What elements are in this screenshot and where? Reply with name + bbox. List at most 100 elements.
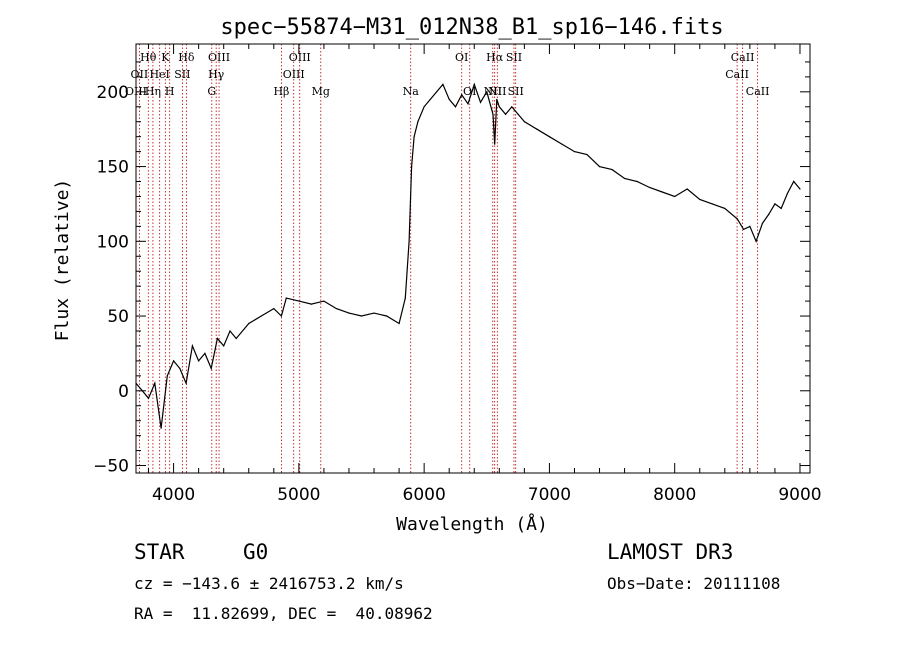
marker-label: Hθ [140,51,157,64]
spectrum-series-layer [135,82,801,429]
plot-frame [135,43,811,474]
spectrum-point [774,203,776,205]
spectrum-point [511,106,513,108]
spectrum-point [517,113,519,115]
spectrum-point [636,180,638,183]
spectrum-point [786,192,789,195]
spectrum-point [496,98,498,100]
spectrum-point [711,203,713,205]
y-tick-label: 50 [107,307,129,327]
spectrum-point [413,136,415,138]
spectrum-point [793,180,795,183]
x-axis-ticks: 4000 5000 6000 7000 8000 9000 [148,44,822,505]
marker-label: OIII [289,51,311,64]
spectrum-point [323,300,325,302]
marker-label: K [161,51,170,64]
sky-coordinates: RA = 11.82699, DEC = 40.08962 [134,604,433,623]
spectrum-point [461,94,463,96]
spectrum-point [586,154,588,156]
y-axis-ticks: −50 0 50 100 150 200 [93,61,810,477]
spectrum-point [661,191,663,193]
spectrum-point [598,166,601,168]
spectrum-point [573,151,576,153]
spectrum-point [423,106,425,108]
spectrum-point [498,106,500,108]
spectrum-point [724,207,726,209]
spectrum-point [755,240,757,242]
spectrum-point [624,177,626,180]
spectrum-point [467,103,469,105]
marker-label: OIII [208,51,230,64]
marker-label: Hδ [178,51,195,64]
spectrum-point [216,337,218,340]
spectrum-point [147,397,150,399]
spectrum-point [780,207,782,209]
spectrum-point [768,213,770,215]
x-axis-label: Wavelength (Å) [396,513,548,535]
spectrum-point [248,322,250,325]
spectrum-point [536,128,538,130]
x-tick-label: 6000 [403,485,446,505]
spectrum-point [298,300,300,302]
marker-label: Hγ [208,68,225,81]
spectrum-point [386,315,388,317]
object-subclass: G0 [243,540,269,564]
marker-label: Hη [145,85,161,98]
spectrum-point [479,101,482,103]
spectrum-point [360,315,363,317]
y-tick-label: −50 [93,457,129,477]
marker-label: Na [403,85,420,98]
marker-label: CaII [731,51,755,64]
marker-label: SII [508,85,524,98]
spectrum-point [494,143,496,145]
spectrum-point [235,337,237,340]
marker-label: H [165,85,175,98]
spectrum-line [135,82,801,429]
spectrum-point [185,382,187,384]
marker-label: OI [463,85,476,98]
marker-label: NII [488,85,506,98]
spectrum-point [505,113,507,115]
spectrum-point [223,345,225,347]
spectrum-point [674,195,676,198]
object-class: STAR [134,540,185,564]
marker-label: Hα [486,51,504,64]
x-tick-label: 7000 [528,485,571,505]
spectrum-point [310,303,312,305]
x-tick-label: 9000 [778,485,821,505]
spectrum-point [473,83,475,85]
redshift-velocity: cz = −143.6 ± 2416753.2 km/s [134,574,404,593]
marker-label: G [207,85,216,98]
y-axis-label: Flux (relative) [52,179,73,342]
spectrum-point [442,83,444,85]
spectrum-point [761,222,764,224]
spectrum-point [398,322,400,325]
spectrum-point [799,188,801,190]
y-tick-label: 150 [97,158,129,178]
x-tick-label: 5000 [277,485,320,505]
marker-label: OI [455,51,468,64]
spectrum-point [229,330,231,332]
spectrum-point [191,345,193,347]
spectrum-point [411,166,413,168]
marker-label: OII [131,68,149,81]
spectrum-point [404,297,406,299]
spectrum-point [260,315,262,317]
spectrum-point [743,228,745,230]
spectrum-point [736,218,738,220]
spectrum-point [280,315,282,317]
y-tick-label: 200 [97,83,129,103]
spectrum-point [649,186,651,189]
spectrum-point [686,188,688,190]
spectrum-point [154,382,156,384]
spectrum-point [436,91,438,93]
y-tick-label: 100 [97,232,129,252]
spectrum-point [166,375,168,377]
y-tick-label: 0 [118,382,129,402]
x-tick-label: 4000 [152,485,195,505]
x-tick-label: 8000 [653,485,696,505]
spectrum-point [454,106,457,108]
spectrum-point [523,121,526,123]
marker-label: Hβ [273,85,289,98]
